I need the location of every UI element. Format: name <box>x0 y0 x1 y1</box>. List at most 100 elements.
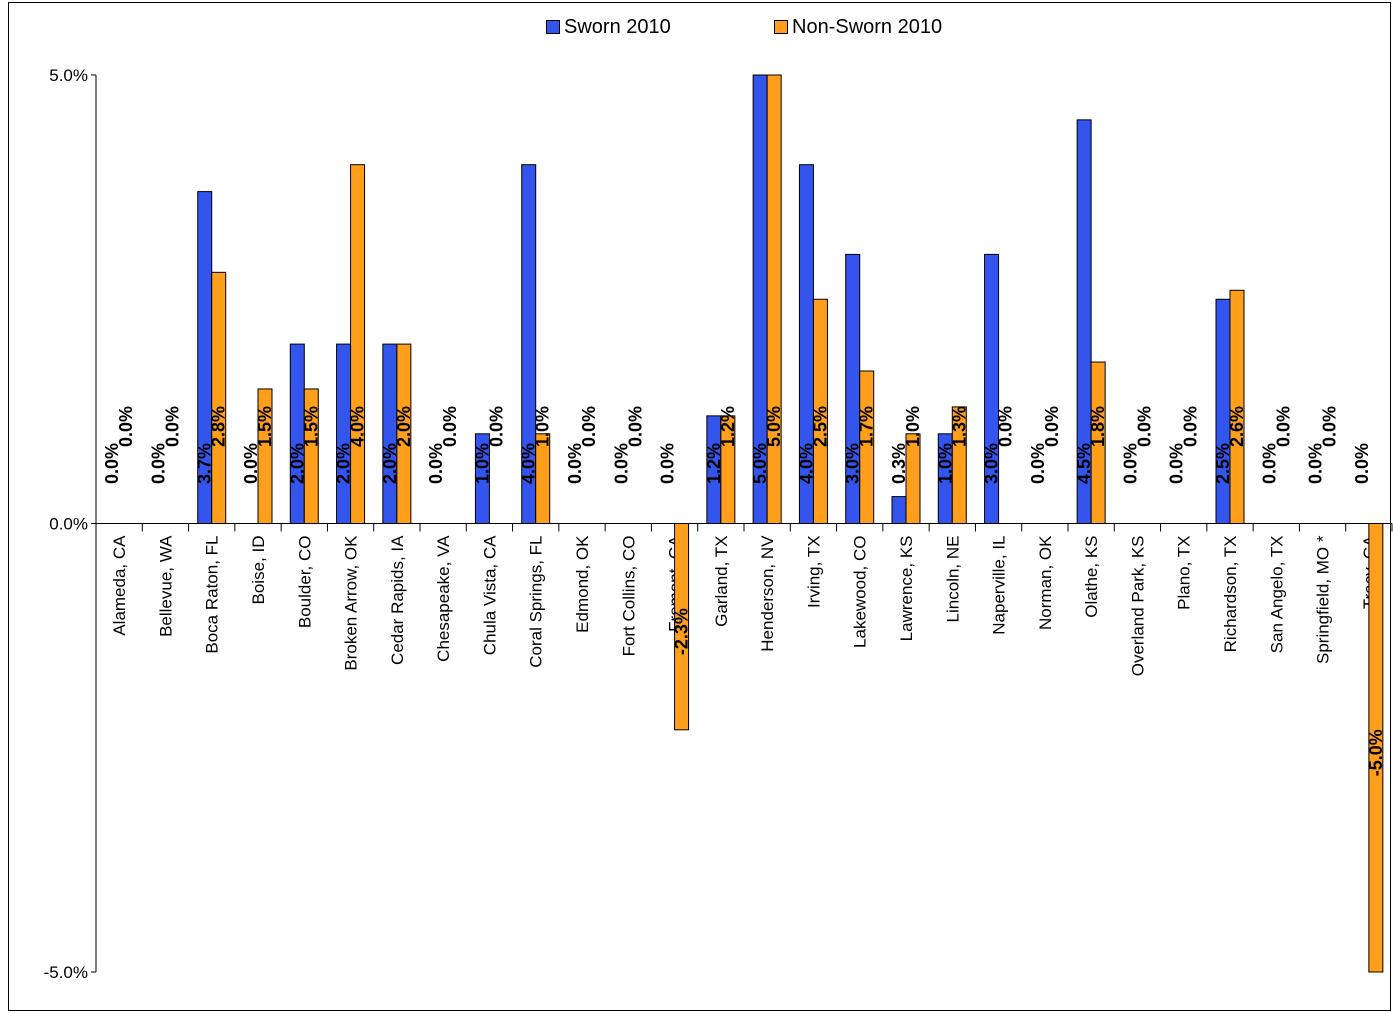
bar-non-sworn <box>211 271 227 524</box>
data-label-sworn: 0.3% <box>889 443 909 484</box>
data-label-non-sworn: 0.0% <box>162 406 182 447</box>
bar-non-sworn <box>812 298 828 524</box>
data-label-sworn: 0.0% <box>1167 443 1187 484</box>
data-label-sworn: 2.0% <box>334 443 354 484</box>
bar-non-sworn <box>905 433 921 524</box>
bar-non-sworn <box>350 164 366 524</box>
data-label-non-sworn: 1.7% <box>857 406 877 447</box>
data-label-sworn: 1.0% <box>935 443 955 484</box>
data-label-sworn: 0.0% <box>241 443 261 484</box>
category-label: San Angelo, TX <box>1267 536 1286 654</box>
category-label: Norman, OK <box>1036 535 1055 630</box>
bar-non-sworn <box>1229 289 1245 524</box>
data-label-non-sworn: 0.0% <box>996 406 1016 447</box>
bar-sworn <box>521 164 537 524</box>
data-label-sworn: 3.7% <box>195 443 215 484</box>
data-label-non-sworn: 0.0% <box>1320 406 1340 447</box>
category-label: Chula Vista, CA <box>480 535 499 655</box>
data-label-sworn: 0.0% <box>102 443 122 484</box>
data-label-non-sworn: 0.0% <box>1042 406 1062 447</box>
data-label-non-sworn: 0.0% <box>1134 406 1154 447</box>
legend-swatch-sworn <box>546 20 560 34</box>
bar-non-sworn <box>859 370 875 525</box>
data-label-non-sworn: -5.0% <box>1366 729 1386 776</box>
data-label-non-sworn: 1.5% <box>301 406 321 447</box>
data-label-sworn: 0.0% <box>1120 443 1140 484</box>
data-label-non-sworn: 2.5% <box>810 406 830 447</box>
category-label: Boulder, CO <box>295 536 314 629</box>
data-label-sworn: 0.0% <box>1306 443 1326 484</box>
data-label-sworn: 0.0% <box>658 443 678 484</box>
data-label-sworn: 0.0% <box>1028 443 1048 484</box>
chart-frame <box>8 2 1391 1011</box>
data-label-sworn: 0.0% <box>426 443 446 484</box>
category-label: Plano, TX <box>1175 536 1194 610</box>
data-label-sworn: 1.2% <box>704 443 724 484</box>
category-label: Olathe, KS <box>1082 536 1101 618</box>
data-label-non-sworn: 0.0% <box>440 406 460 447</box>
category-label: Springfield, MO * <box>1314 535 1333 664</box>
category-label: Boca Raton, FL <box>203 536 222 654</box>
data-label-non-sworn: 1.2% <box>718 406 738 447</box>
data-label-non-sworn: 0.0% <box>1181 406 1201 447</box>
category-label: Garland, TX <box>712 536 731 627</box>
data-label-sworn: 1.0% <box>472 443 492 484</box>
data-label-sworn: 4.0% <box>519 443 539 484</box>
data-label-non-sworn: 0.0% <box>1273 406 1293 447</box>
category-label: Cedar Rapids, IA <box>388 535 407 665</box>
bar-non-sworn <box>720 415 736 524</box>
legend-item-sworn: Sworn 2010 <box>546 16 671 38</box>
legend-swatch-non-sworn <box>774 20 788 34</box>
bar-non-sworn <box>674 523 690 731</box>
category-label: Overland Park, KS <box>1128 536 1147 677</box>
y-tick-label: -5.0% <box>44 963 88 982</box>
data-label-non-sworn: 1.0% <box>903 406 923 447</box>
category-label: Richardson, TX <box>1221 536 1240 653</box>
bar-non-sworn <box>766 74 782 524</box>
category-label: Naperville, IL <box>990 536 1009 635</box>
data-label-sworn: 2.0% <box>380 443 400 484</box>
category-label: Broken Arrow, OK <box>342 535 361 671</box>
data-label-sworn: 5.0% <box>750 443 770 484</box>
bar-sworn <box>891 496 907 524</box>
category-label: Lincoln, NE <box>943 536 962 623</box>
legend-label-sworn: Sworn 2010 <box>564 15 671 38</box>
data-label-sworn: 3.0% <box>982 443 1002 484</box>
data-label-sworn: 2.0% <box>287 443 307 484</box>
data-label-sworn: 4.5% <box>1074 443 1094 484</box>
category-label: Irving, TX <box>804 536 823 608</box>
category-label: Alameda, CA <box>110 535 129 636</box>
data-label-non-sworn: 0.0% <box>579 406 599 447</box>
data-label-sworn: 2.5% <box>1213 443 1233 484</box>
y-tick-label: 5.0% <box>49 66 88 85</box>
bar-non-sworn <box>257 388 273 525</box>
category-label: Fort Collins, CO <box>619 536 638 657</box>
data-label-non-sworn: 2.6% <box>1227 406 1247 447</box>
data-label-non-sworn: 1.5% <box>255 406 275 447</box>
bar-non-sworn <box>1368 523 1384 973</box>
y-tick-label: 0.0% <box>49 515 88 534</box>
data-label-non-sworn: 0.0% <box>486 406 506 447</box>
data-label-non-sworn: 2.8% <box>209 406 229 447</box>
bar-sworn <box>984 253 1000 524</box>
category-label: Boise, ID <box>249 536 268 605</box>
data-label-non-sworn: 5.0% <box>764 406 784 447</box>
bar-non-sworn <box>951 406 967 525</box>
bar-sworn <box>1076 119 1092 524</box>
data-label-non-sworn: -2.3% <box>672 608 692 655</box>
category-label: Bellevue, WA <box>156 535 175 637</box>
data-label-non-sworn: 1.3% <box>949 406 969 447</box>
data-label-non-sworn: 4.0% <box>348 406 368 447</box>
bar-non-sworn <box>396 343 412 524</box>
data-label-non-sworn: 0.0% <box>625 406 645 447</box>
bar-non-sworn <box>303 388 319 525</box>
data-label-sworn: 0.0% <box>565 443 585 484</box>
data-label-sworn: 0.0% <box>611 443 631 484</box>
category-label: Lawrence, KS <box>897 536 916 642</box>
bar-sworn <box>474 433 490 524</box>
bar-non-sworn <box>1090 361 1106 525</box>
category-label: Henderson, NV <box>758 535 777 652</box>
data-label-sworn: 0.0% <box>1259 443 1279 484</box>
legend-label-non-sworn: Non-Sworn 2010 <box>792 15 943 38</box>
